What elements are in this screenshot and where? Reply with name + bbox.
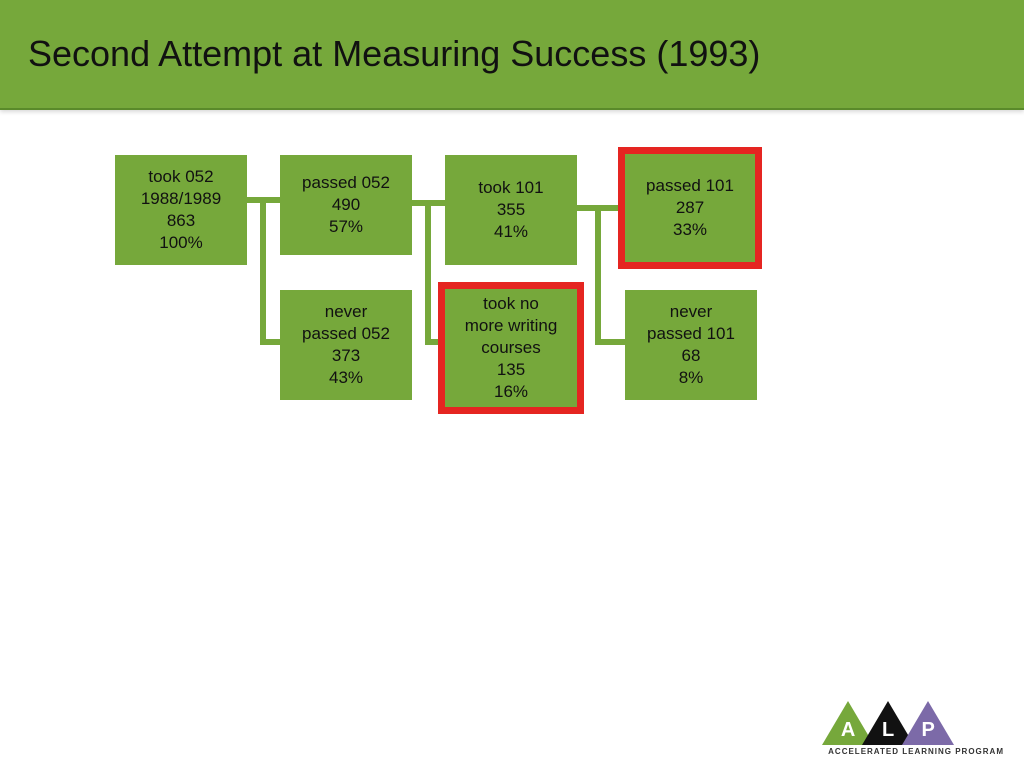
flow-node-line: passed 052: [302, 172, 390, 194]
flow-node: took 0521988/1989863100%: [115, 155, 247, 265]
flow-node-line: never: [670, 301, 713, 323]
flow-node-line: took no: [483, 293, 539, 315]
flow-node-line: 33%: [673, 219, 707, 241]
flow-node-line: passed 101: [646, 175, 734, 197]
flow-node-line: 41%: [494, 221, 528, 243]
flow-node: passed 05249057%: [280, 155, 412, 255]
flow-node-line: took 052: [148, 166, 213, 188]
flow-node: neverpassed 101688%: [625, 290, 757, 400]
flow-node-line: 863: [167, 210, 195, 232]
flow-node-line: 68: [682, 345, 701, 367]
flow-node-line: 1988/1989: [141, 188, 221, 210]
flow-node-line: never: [325, 301, 368, 323]
flow-node-line: 57%: [329, 216, 363, 238]
flow-connector: [425, 339, 438, 345]
flow-node-line: 355: [497, 199, 525, 221]
flow-connector: [260, 339, 280, 345]
flow-node-line: 135: [497, 359, 525, 381]
flow-node-line: 43%: [329, 367, 363, 389]
flow-connector: [425, 200, 431, 345]
flowchart-canvas: took 0521988/1989863100%passed 05249057%…: [0, 110, 1024, 610]
flow-node-line: took 101: [478, 177, 543, 199]
logo-triangles: A L P: [828, 701, 1004, 745]
flow-node-line: 100%: [159, 232, 202, 254]
flow-connector: [595, 205, 601, 345]
slide-header: Second Attempt at Measuring Success (199…: [0, 0, 1024, 110]
flow-node-line: 373: [332, 345, 360, 367]
flow-node: took 10135541%: [445, 155, 577, 265]
flow-node-line: passed 052: [302, 323, 390, 345]
flow-connector: [260, 197, 266, 345]
slide-title: Second Attempt at Measuring Success (199…: [28, 33, 760, 75]
flow-connector: [595, 339, 625, 345]
logo-triangle-p: P: [902, 701, 954, 745]
flow-node: neverpassed 05237343%: [280, 290, 412, 400]
flow-node-line: 8%: [679, 367, 704, 389]
flow-node: passed 10128733%: [618, 147, 762, 269]
flow-node-line: passed 101: [647, 323, 735, 345]
alp-logo: A L P ACCELERATED LEARNING PROGRAM: [828, 701, 1004, 756]
flow-node-line: 490: [332, 194, 360, 216]
flow-node-line: courses: [481, 337, 541, 359]
flow-node: took nomore writingcourses13516%: [438, 282, 584, 414]
logo-letter-p: P: [920, 719, 936, 742]
flow-node-line: 16%: [494, 381, 528, 403]
logo-subtitle: ACCELERATED LEARNING PROGRAM: [828, 747, 1004, 756]
flow-node-line: more writing: [465, 315, 558, 337]
logo-letter-l: L: [880, 719, 896, 742]
logo-letter-a: A: [840, 719, 856, 742]
flow-node-line: 287: [676, 197, 704, 219]
